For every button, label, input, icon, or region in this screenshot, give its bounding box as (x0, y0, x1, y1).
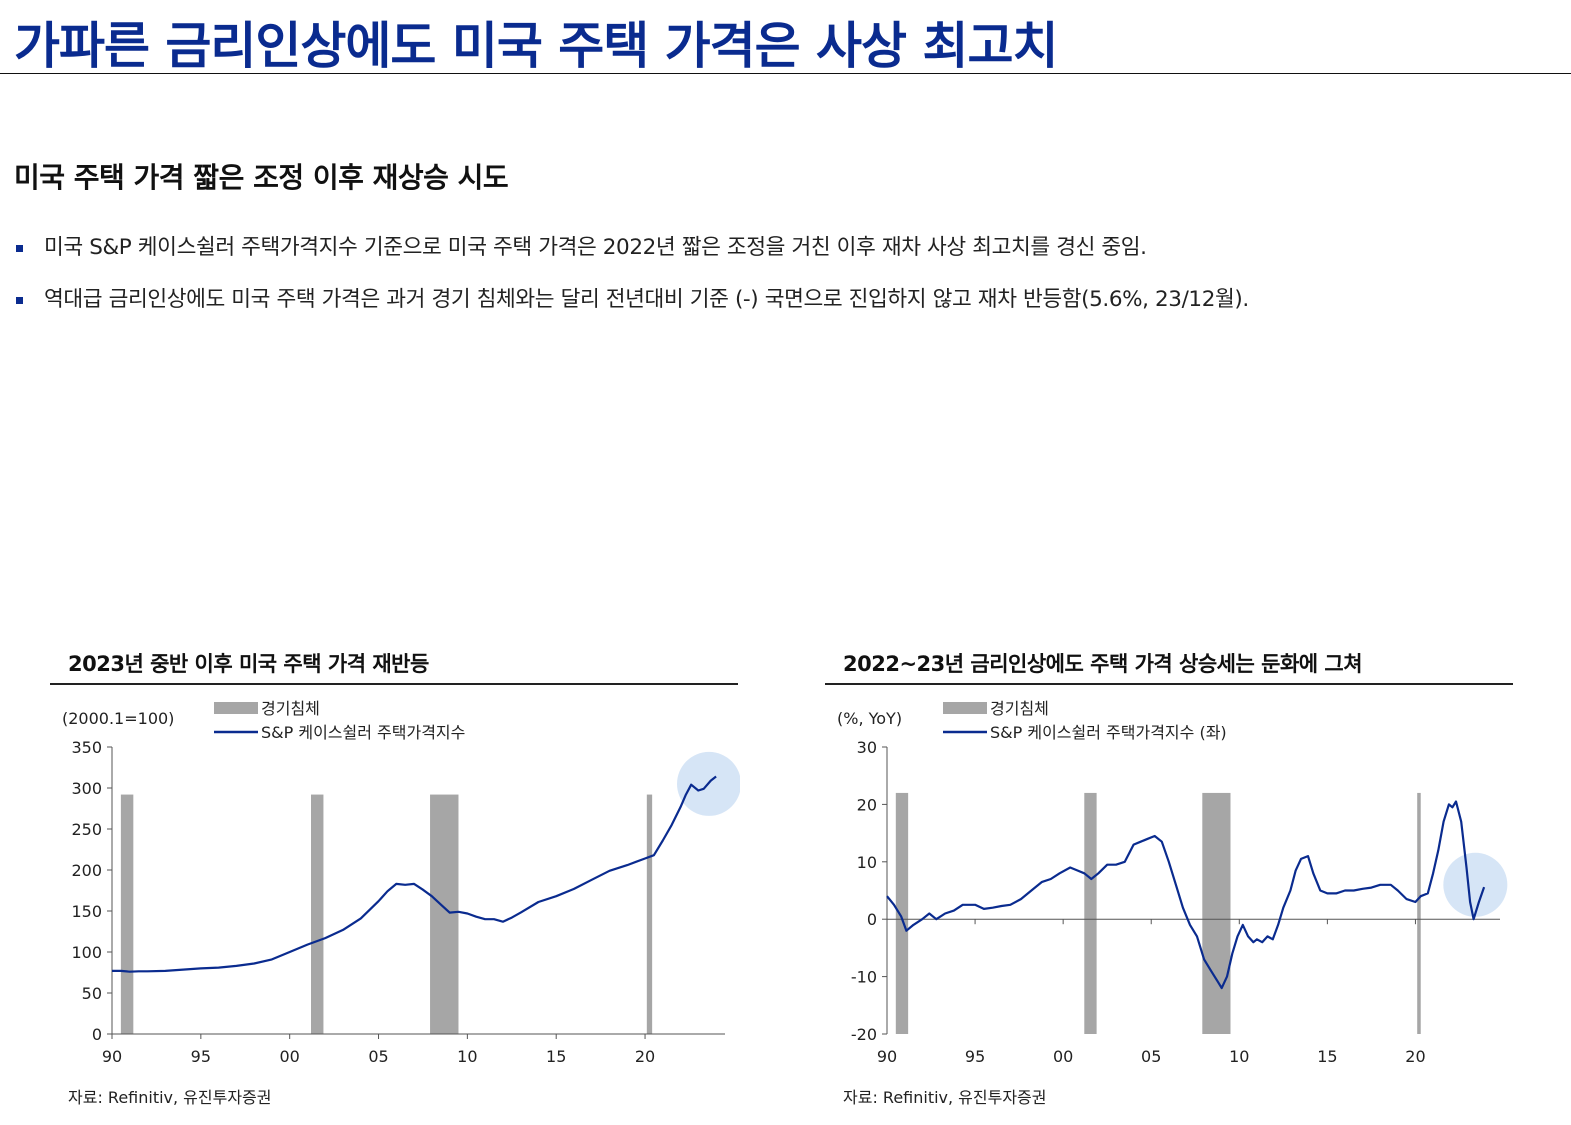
bullet-list: 미국 S&P 케이스쉴러 주택가격지수 기준으로 미국 주택 가격은 2022년… (14, 230, 1249, 334)
recession-bar (430, 794, 459, 1034)
y-tick-label: 50 (82, 984, 102, 1003)
chart-title-divider (50, 683, 738, 685)
bullet-square-icon (16, 245, 23, 252)
section-subtitle: 미국 주택 가격 짧은 조정 이후 재상승 시도 (14, 161, 509, 194)
x-tick-label: 95 (965, 1047, 985, 1066)
legend-label: 경기침체 (990, 699, 1049, 718)
legend-label: S&P 케이스쉴러 주택가격지수 (좌) (990, 723, 1227, 742)
x-tick-label: 15 (1317, 1047, 1337, 1066)
x-tick-label: 05 (368, 1047, 388, 1066)
chart-source: 자료: Refinitiv, 유진투자증권 (68, 1088, 272, 1107)
bullet-square-icon (16, 297, 23, 304)
recession-bar (646, 794, 653, 1034)
title-divider (0, 73, 1571, 74)
legend-label: S&P 케이스쉴러 주택가격지수 (261, 723, 465, 742)
recession-bar (1417, 792, 1421, 1034)
recession-bar (120, 794, 134, 1034)
x-tick-label: 15 (546, 1047, 566, 1066)
y-axis-unit-label: (2000.1=100) (62, 709, 174, 728)
x-tick-label: 00 (280, 1047, 300, 1066)
chart-title: 2022~23년 금리인상에도 주택 가격 상승세는 둔화에 그쳐 (843, 652, 1363, 676)
legend-label: 경기침체 (261, 699, 320, 718)
x-tick-label: 90 (877, 1047, 897, 1066)
x-tick-label: 20 (1405, 1047, 1425, 1066)
chart-title-divider (825, 683, 1513, 685)
x-tick-label: 20 (635, 1047, 655, 1066)
recession-bar (1202, 792, 1231, 1034)
bullet-item: 미국 S&P 케이스쉴러 주택가격지수 기준으로 미국 주택 가격은 2022년… (14, 230, 1249, 282)
x-tick-label: 10 (457, 1047, 477, 1066)
y-axis-unit-label: (%, YoY) (837, 709, 902, 728)
x-tick-label: 05 (1141, 1047, 1161, 1066)
y-tick-label: 0 (92, 1025, 102, 1044)
bullet-text: 역대급 금리인상에도 미국 주택 가격은 과거 경기 침체와는 달리 전년대비 … (44, 287, 1249, 312)
y-tick-label: 30 (857, 738, 877, 757)
chart-house-price-yoy: 경기침체 S&P 케이스쉴러 주택가격지수 (좌) (%, YoY) -20 -10 0 1… (837, 699, 1508, 1066)
y-tick-label: -10 (851, 968, 877, 987)
y-tick-label: 250 (71, 820, 102, 839)
bullet-text: 미국 S&P 케이스쉴러 주택가격지수 기준으로 미국 주택 가격은 2022년… (44, 235, 1147, 260)
x-tick-label: 00 (1053, 1047, 1073, 1066)
recession-bar (311, 794, 324, 1034)
y-tick-label: 10 (857, 853, 877, 872)
series-line (886, 800, 1486, 990)
highlight-circle (1443, 852, 1508, 917)
recession-bar (895, 792, 909, 1034)
y-tick-label: -20 (851, 1025, 877, 1044)
y-tick-label: 200 (71, 861, 102, 880)
chart-panel-house-price-index: 2023년 중반 이후 미국 주택 가격 재반등 경기침체 S&P 케이스쉴러 주… (50, 640, 740, 1110)
y-tick-label: 20 (857, 795, 877, 814)
bullet-item: 역대급 금리인상에도 미국 주택 가격은 과거 경기 침체와는 달리 전년대비 … (14, 282, 1249, 334)
chart-title: 2023년 중반 이후 미국 주택 가격 재반등 (68, 652, 429, 676)
y-tick-label: 100 (71, 943, 102, 962)
legend-recession-swatch (943, 702, 987, 714)
y-tick-label: 150 (71, 902, 102, 921)
series-line (112, 775, 717, 973)
page-title: 가파른 금리인상에도 미국 주택 가격은 사상 최고치 (14, 17, 1058, 75)
legend-recession-swatch (214, 702, 258, 714)
y-tick-label: 350 (71, 738, 102, 757)
recession-bar (1084, 792, 1097, 1034)
x-tick-label: 95 (191, 1047, 211, 1066)
chart-panel-house-price-yoy: 2022~23년 금리인상에도 주택 가격 상승세는 둔화에 그쳐 경기침체 S&… (825, 640, 1515, 1110)
y-tick-label: 0 (867, 910, 877, 929)
y-tick-label: 300 (71, 779, 102, 798)
chart-source: 자료: Refinitiv, 유진투자증권 (843, 1088, 1047, 1107)
x-tick-label: 90 (102, 1047, 122, 1066)
x-tick-label: 10 (1229, 1047, 1249, 1066)
